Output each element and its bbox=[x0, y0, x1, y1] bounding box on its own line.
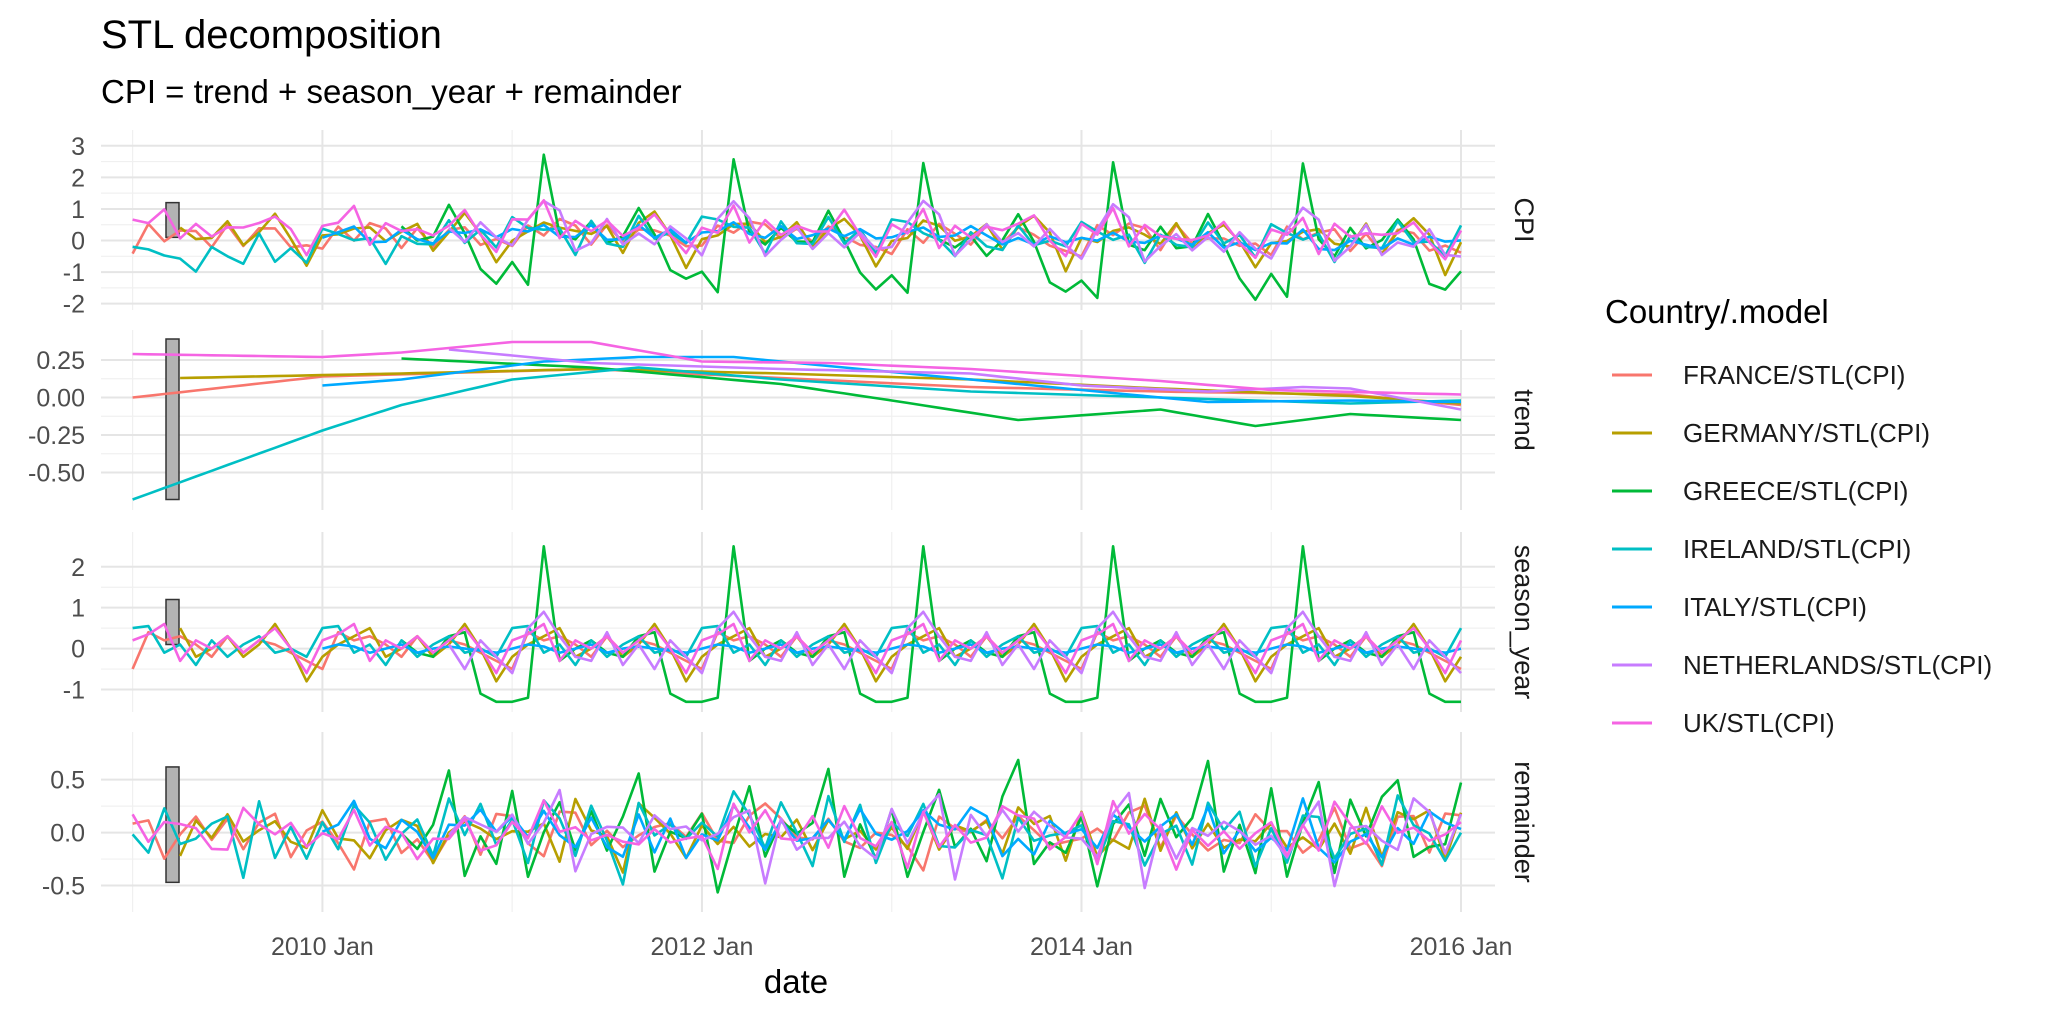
panels-layer: 3 2 1 0 -1 -2 CPI 0.25 0.00 -0.25 -0.50 trend 2 1 0 -1 s… bbox=[28, 130, 1539, 912]
facet-strip-label: season_year bbox=[1509, 545, 1539, 700]
series-line-netherlands bbox=[447, 610, 1462, 675]
x-axis-title: date bbox=[764, 963, 828, 1000]
y-tick-label: -2 bbox=[63, 291, 85, 319]
y-tick-label: -0.50 bbox=[28, 460, 85, 488]
legend-label: FRANCE/STL(CPI) bbox=[1683, 360, 1905, 390]
facet-strip-label: CPI bbox=[1509, 197, 1539, 242]
x-axis: 2010 Jan 2012 Jan 2014 Jan 2016 Jan bbox=[271, 933, 1512, 961]
series-line-uk bbox=[132, 340, 1462, 396]
legend-label: GERMANY/STL(CPI) bbox=[1683, 418, 1930, 448]
legend-item: GREECE/STL(CPI) bbox=[1612, 476, 1908, 506]
series-line-uk bbox=[132, 199, 1463, 261]
series-line-italy bbox=[321, 221, 1462, 252]
facet-strip-label: remainder bbox=[1509, 761, 1539, 883]
series-line-uk bbox=[131, 799, 1462, 871]
series-line-italy bbox=[322, 643, 1462, 655]
y-tick-label: 0.5 bbox=[50, 767, 85, 795]
y-tick-label: 1 bbox=[71, 595, 85, 623]
y-tick-label: 1 bbox=[71, 196, 85, 224]
legend-item: GERMANY/STL(CPI) bbox=[1612, 418, 1930, 448]
legend-item: UK/STL(CPI) bbox=[1612, 708, 1835, 738]
legend-item: ITALY/STL(CPI) bbox=[1612, 592, 1867, 622]
y-tick-label: -0.5 bbox=[42, 873, 85, 901]
legend-label: IRELAND/STL(CPI) bbox=[1683, 534, 1911, 564]
legend-label: NETHERLANDS/STL(CPI) bbox=[1683, 650, 1992, 680]
chart-title: STL decomposition bbox=[101, 13, 442, 57]
y-tick-label: 0 bbox=[71, 636, 85, 664]
legend: Country/.model FRANCE/STL(CPI) GERMANY/ST… bbox=[1605, 293, 1992, 738]
legend-item: FRANCE/STL(CPI) bbox=[1612, 360, 1905, 390]
series-line-ireland bbox=[131, 790, 1463, 886]
legend-item: IRELAND/STL(CPI) bbox=[1612, 534, 1911, 564]
legend-label: GREECE/STL(CPI) bbox=[1683, 476, 1908, 506]
panel-season-year: 2 1 0 -1 season_year bbox=[63, 532, 1539, 712]
series-line-netherlands bbox=[448, 348, 1462, 411]
series-line-france bbox=[132, 802, 1462, 872]
y-tick-label: 2 bbox=[71, 554, 85, 582]
y-tick-label: -1 bbox=[63, 259, 85, 287]
y-tick-label: 0.00 bbox=[36, 385, 85, 413]
series-line-germany bbox=[180, 367, 1462, 405]
y-tick-label: -0.25 bbox=[28, 422, 85, 450]
series-line-ireland bbox=[132, 366, 1462, 501]
x-tick-label: 2014 Jan bbox=[1030, 933, 1133, 961]
series-line-greece bbox=[401, 357, 1462, 428]
legend-label: ITALY/STL(CPI) bbox=[1683, 592, 1867, 622]
y-tick-label: 0.0 bbox=[50, 820, 85, 848]
y-tick-label: 2 bbox=[71, 164, 85, 192]
y-tick-label: -1 bbox=[63, 677, 85, 705]
legend-item: NETHERLANDS/STL(CPI) bbox=[1612, 650, 1992, 680]
legend-title: Country/.model bbox=[1605, 293, 1829, 330]
legend-label: UK/STL(CPI) bbox=[1683, 708, 1835, 738]
y-tick-label: 0 bbox=[71, 228, 85, 256]
series-line-ireland bbox=[132, 214, 1463, 273]
panel-trend: 0.25 0.00 -0.25 -0.50 trend bbox=[28, 330, 1539, 510]
x-tick-label: 2012 Jan bbox=[650, 933, 753, 961]
series-line-uk bbox=[132, 622, 1463, 675]
x-tick-label: 2016 Jan bbox=[1410, 933, 1513, 961]
panel-remainder: 0.5 0.0 -0.5 remainder bbox=[42, 732, 1539, 912]
panel-CPI: 3 2 1 0 -1 -2 CPI bbox=[63, 130, 1539, 319]
scale-bar bbox=[165, 338, 180, 501]
y-tick-label: 0.25 bbox=[36, 347, 85, 375]
series-line-netherlands bbox=[448, 199, 1462, 263]
facet-strip-label: trend bbox=[1509, 389, 1539, 451]
chart-subtitle: CPI = trend + season_year + remainder bbox=[101, 73, 682, 110]
x-tick-label: 2010 Jan bbox=[271, 933, 374, 961]
y-tick-label: 3 bbox=[71, 133, 85, 161]
